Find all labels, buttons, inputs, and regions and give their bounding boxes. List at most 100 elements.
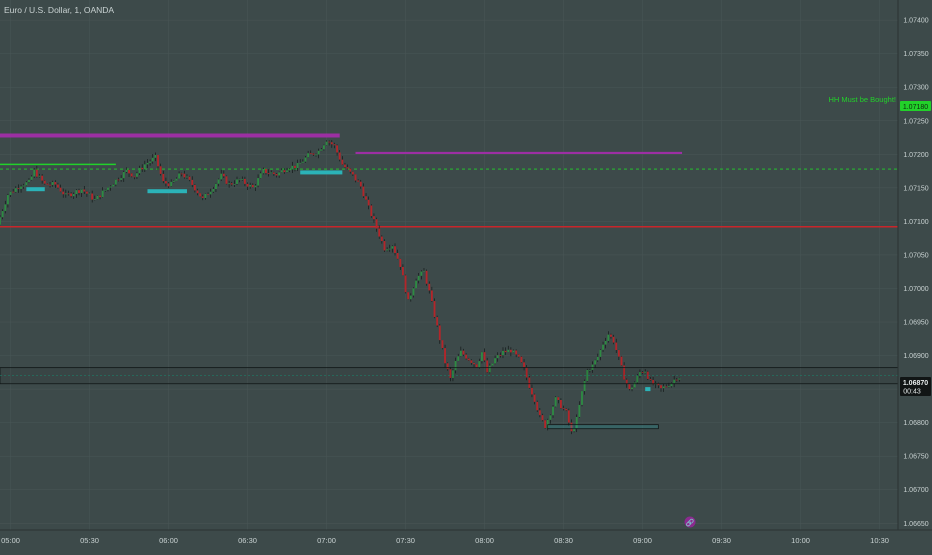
event-marker[interactable]	[684, 516, 696, 528]
candle-body	[636, 375, 639, 383]
time-axis[interactable]: 05:00 05:30 06:00 06:30 07:00 07:30 08:00 08:30…	[1, 536, 889, 545]
candle-body	[559, 399, 562, 409]
y-tick-label: 1.06800	[903, 420, 928, 427]
y-tick-label: 1.06750	[903, 454, 928, 461]
candle-body	[365, 196, 367, 200]
candle-body	[162, 173, 165, 182]
candle-body	[0, 217, 1, 225]
level-lines[interactable]	[0, 133, 898, 228]
hh-annotation[interactable]: HH Must be Bought!	[828, 95, 896, 104]
candle-body	[583, 380, 586, 392]
candle-body	[457, 356, 460, 361]
candle-body	[452, 370, 454, 378]
candle-body	[41, 175, 44, 181]
candle-body	[423, 270, 425, 272]
candle-body	[38, 175, 41, 177]
candle-body	[114, 179, 117, 185]
candle-body	[243, 178, 246, 184]
candle-body	[30, 176, 33, 180]
candle-body	[54, 182, 57, 185]
candle-body	[251, 184, 254, 188]
candle-body	[407, 292, 410, 300]
candle-body	[602, 344, 604, 350]
candle-body	[336, 145, 339, 153]
candle-body	[623, 365, 626, 380]
candle-body	[46, 183, 49, 185]
candle-body	[180, 173, 183, 175]
candle-body	[673, 379, 676, 384]
candle-body	[567, 410, 570, 423]
candle-body	[312, 153, 315, 155]
candle-body	[662, 386, 665, 389]
candle-body	[317, 150, 320, 155]
candle-body	[315, 154, 317, 156]
candle-body	[228, 183, 231, 185]
candle-body	[254, 185, 257, 188]
teal-mark	[645, 387, 651, 392]
candle-body	[517, 354, 520, 357]
candle-body	[286, 170, 288, 173]
tradingview-event-icon[interactable]: 🔗	[684, 516, 696, 528]
candle-body	[652, 379, 655, 385]
candle-body	[330, 142, 333, 145]
candle-body	[141, 167, 144, 170]
candle-body	[320, 149, 323, 151]
candle-body	[383, 241, 386, 251]
candle-body	[265, 168, 267, 174]
candle-body	[525, 367, 528, 378]
candle-body	[6, 195, 9, 205]
candle-body	[462, 350, 465, 355]
candle-body	[294, 165, 296, 168]
candle-body	[120, 178, 123, 180]
candle-body	[154, 155, 157, 158]
candle-body	[130, 173, 133, 177]
candle-body	[230, 183, 233, 185]
candle-body	[660, 385, 662, 389]
teal-mark	[26, 187, 45, 192]
candle-body	[267, 173, 270, 174]
candle-body	[615, 342, 618, 351]
candle-body	[204, 193, 207, 198]
candle-body	[533, 394, 536, 402]
candle-body	[257, 178, 259, 186]
candle-body	[280, 170, 283, 173]
candle-body	[159, 166, 162, 174]
candle-body	[546, 419, 549, 429]
candle-body	[209, 191, 212, 195]
x-tick-label: 09:00	[633, 536, 652, 545]
candle-body	[465, 354, 468, 359]
candle-body	[502, 350, 504, 356]
candle-body	[478, 361, 481, 368]
candle-body	[607, 334, 610, 341]
symbol-title: Euro / U.S. Dollar, 1, OANDA	[4, 5, 114, 15]
candle-body	[473, 362, 475, 365]
candle-body	[62, 191, 65, 195]
candle-body	[238, 179, 241, 181]
x-tick-label: 08:30	[554, 536, 573, 545]
candle-body	[167, 183, 170, 187]
candle-body	[604, 340, 607, 345]
candle-body	[175, 178, 178, 181]
candle-body	[631, 387, 633, 390]
candle-body	[399, 258, 402, 267]
candle-body	[470, 360, 473, 363]
candle-body	[404, 275, 407, 293]
candle-body	[341, 159, 344, 165]
y-tick-label: 1.07100	[903, 219, 928, 226]
candle-body	[25, 182, 28, 186]
candle-body	[117, 179, 120, 181]
y-tick-label: 1.07400	[903, 18, 928, 25]
candle-body	[222, 173, 225, 177]
y-tick-label: 1.07250	[903, 118, 928, 125]
candle-body	[338, 152, 341, 160]
candle-body	[459, 350, 462, 357]
candle-body	[85, 191, 88, 194]
candle-body	[554, 397, 557, 407]
candle-body	[552, 406, 554, 416]
candle-body	[531, 387, 533, 395]
y-tick-label: 1.07050	[903, 252, 928, 259]
candle-body	[96, 195, 99, 200]
